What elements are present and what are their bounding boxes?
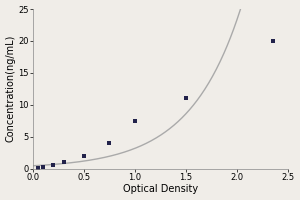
Point — [107, 141, 112, 145]
Point — [61, 161, 66, 164]
Point — [36, 166, 40, 169]
X-axis label: Optical Density: Optical Density — [123, 184, 198, 194]
Point — [41, 165, 46, 168]
Point — [133, 119, 137, 122]
Point — [270, 39, 275, 43]
Point — [51, 163, 56, 166]
Point — [184, 97, 188, 100]
Y-axis label: Concentration(ng/mL): Concentration(ng/mL) — [6, 35, 16, 142]
Point — [82, 154, 86, 157]
